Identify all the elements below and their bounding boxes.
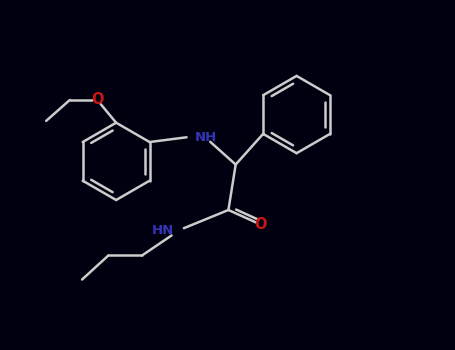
Text: O: O — [254, 217, 267, 232]
Text: NH: NH — [195, 131, 217, 144]
Text: HN: HN — [152, 224, 174, 237]
Text: O: O — [91, 92, 103, 107]
